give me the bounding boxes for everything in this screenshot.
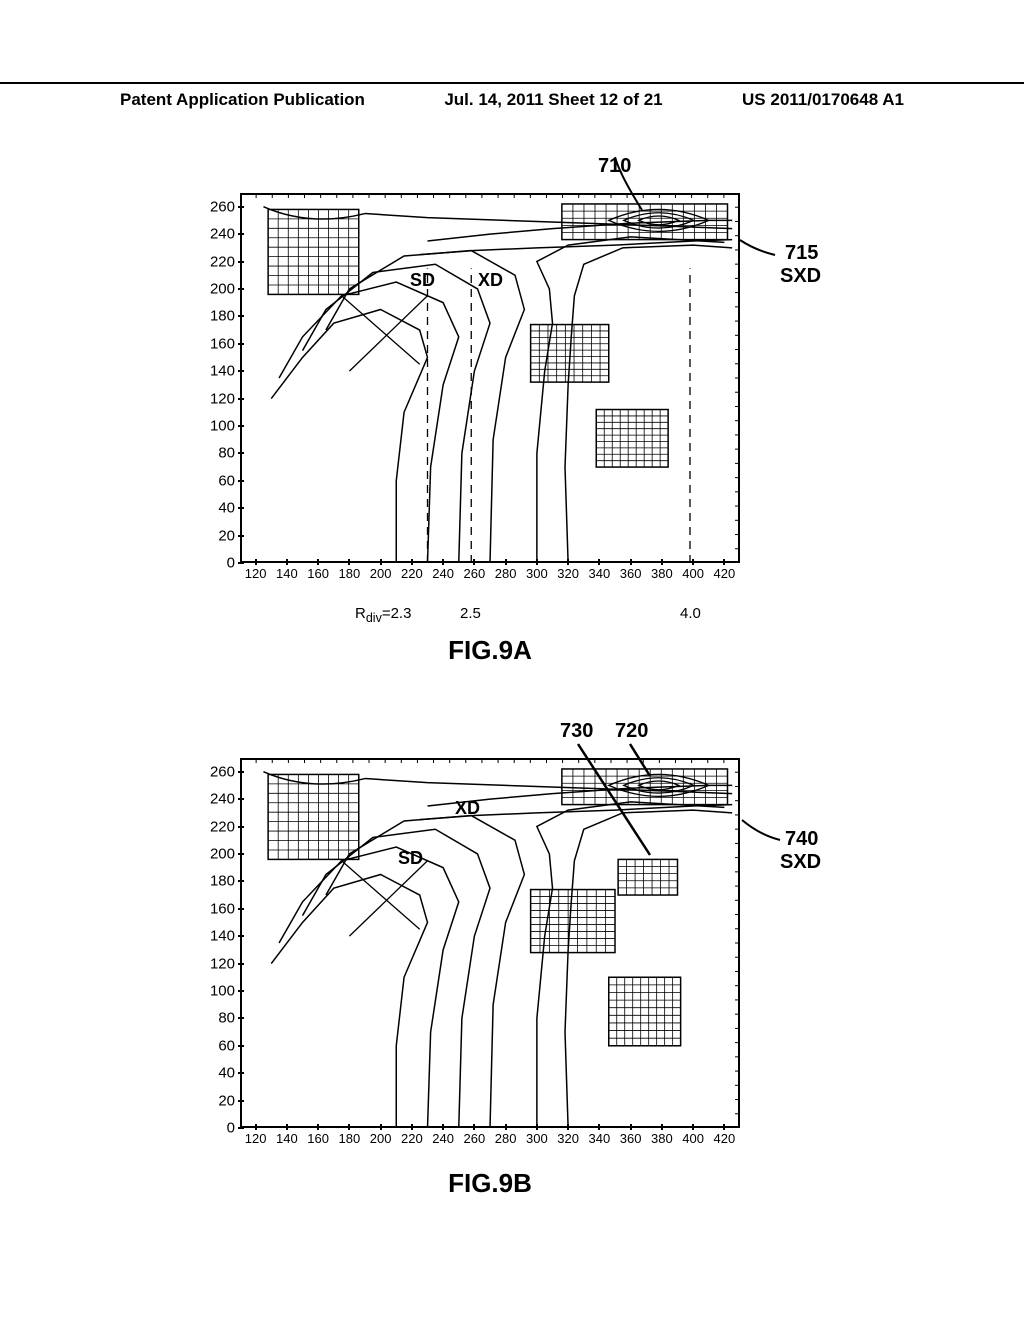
callout-sxd-a: SXD [780, 265, 821, 288]
ytick: 120 [180, 390, 235, 407]
page-header: Patent Application Publication Jul. 14, … [0, 82, 1024, 110]
label-xd-b: XD [455, 798, 480, 819]
xtick: 420 [714, 1131, 736, 1146]
ytick: 140 [180, 928, 235, 945]
label-sd-b: SD [398, 848, 423, 869]
header-center: Jul. 14, 2011 Sheet 12 of 21 [444, 90, 662, 110]
plot-9a: 0 20 40 60 80 100 120 140 160 180 200 220 240 260 120… [180, 155, 740, 595]
xtick: 300 [526, 1131, 548, 1146]
ytick: 40 [180, 500, 235, 517]
xtick: 380 [651, 1131, 673, 1146]
ytick: 140 [180, 363, 235, 380]
ytick: 220 [180, 253, 235, 270]
plot-svg-9a [240, 193, 740, 563]
ytick: 20 [180, 1092, 235, 1109]
callout-740: 740 [785, 828, 818, 851]
xtick: 140 [276, 566, 298, 581]
ytick: 160 [180, 900, 235, 917]
xtick: 400 [682, 566, 704, 581]
ytick: 260 [180, 198, 235, 215]
xtick: 260 [464, 566, 486, 581]
ytick: 100 [180, 982, 235, 999]
xtick: 120 [245, 1131, 267, 1146]
annot-25: 2.5 [460, 605, 481, 622]
ytick: 260 [180, 763, 235, 780]
xtick: 320 [557, 566, 579, 581]
figure-9b: 730 720 02040608010012014016018020022024… [180, 720, 740, 1199]
ytick: 120 [180, 955, 235, 972]
header-left: Patent Application Publication [120, 90, 365, 110]
fig-title-9a: FIG.9A [240, 635, 740, 666]
ytick: 100 [180, 417, 235, 434]
ytick: 160 [180, 335, 235, 352]
xtick: 120 [245, 566, 267, 581]
xtick: 300 [526, 566, 548, 581]
xtick: 180 [339, 1131, 361, 1146]
plot-svg-9b [240, 758, 740, 1128]
xtick: 220 [401, 1131, 423, 1146]
ytick: 220 [180, 818, 235, 835]
xtick: 180 [339, 566, 361, 581]
header-right: US 2011/0170648 A1 [742, 90, 904, 110]
plot-9b: 0 20 40 60 80 100 120 140 160 180 200 220 240 260 120… [180, 720, 740, 1160]
ytick: 180 [180, 308, 235, 325]
xtick: 280 [495, 566, 517, 581]
ytick: 80 [180, 445, 235, 462]
xtick: 340 [589, 566, 611, 581]
xtick: 140 [276, 1131, 298, 1146]
xtick: 220 [401, 566, 423, 581]
ytick: 240 [180, 791, 235, 808]
ytick: 200 [180, 280, 235, 297]
fig-title-9b: FIG.9B [240, 1168, 740, 1199]
annot-40: 4.0 [680, 605, 701, 622]
xtick: 320 [557, 1131, 579, 1146]
ytick: 60 [180, 472, 235, 489]
ytick: 80 [180, 1010, 235, 1027]
xtick: 200 [370, 566, 392, 581]
xtick: 200 [370, 1131, 392, 1146]
ytick: 0 [180, 1120, 235, 1137]
label-sd-a: SD [410, 270, 435, 291]
xtick: 260 [464, 1131, 486, 1146]
xtick: 160 [307, 1131, 329, 1146]
ytick: 0 [180, 555, 235, 572]
xtick: 360 [620, 566, 642, 581]
callout-sxd-b: SXD [780, 851, 821, 874]
xtick: 240 [432, 1131, 454, 1146]
xtick: 380 [651, 566, 673, 581]
xtick: 240 [432, 566, 454, 581]
label-xd-a: XD [478, 270, 503, 291]
xtick: 340 [589, 1131, 611, 1146]
callout-715: 715 [785, 242, 818, 265]
figure-9a: 710 020406080100120140160180200220240260… [180, 155, 740, 666]
xtick: 280 [495, 1131, 517, 1146]
xtick: 160 [307, 566, 329, 581]
rdiv-annot: Rdiv=2.3 [355, 605, 411, 625]
ytick: 20 [180, 527, 235, 544]
xtick: 420 [714, 566, 736, 581]
ytick: 240 [180, 226, 235, 243]
ytick: 40 [180, 1065, 235, 1082]
ytick: 180 [180, 873, 235, 890]
xtick: 360 [620, 1131, 642, 1146]
ytick: 60 [180, 1037, 235, 1054]
xtick: 400 [682, 1131, 704, 1146]
ytick: 200 [180, 845, 235, 862]
